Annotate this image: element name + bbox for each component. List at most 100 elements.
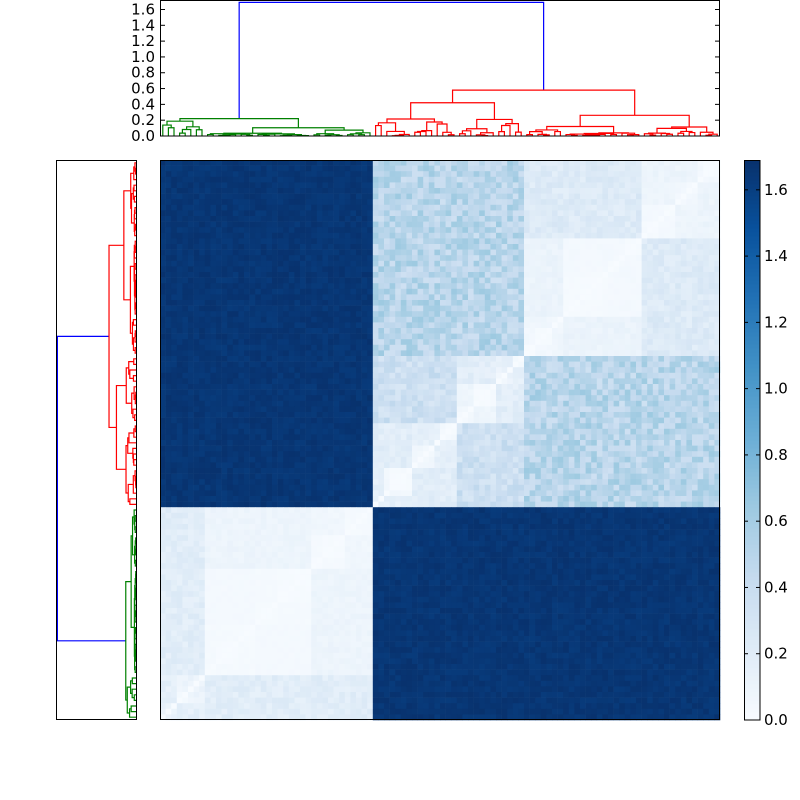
heatmap-cell (260, 227, 267, 234)
heatmap-cell (591, 266, 598, 273)
heatmap-cell (367, 294, 374, 301)
heatmap-cell (171, 344, 178, 351)
heatmap-cell (658, 333, 665, 340)
heatmap-cell (193, 199, 200, 206)
heatmap-cell (322, 216, 329, 222)
heatmap-cell (266, 266, 273, 273)
heatmap-cell (333, 165, 340, 172)
heatmap-cell (708, 266, 715, 273)
heatmap-cell (596, 361, 603, 368)
heatmap-cell (563, 378, 570, 385)
heatmap-cell (210, 188, 217, 194)
heatmap-cell (188, 260, 194, 267)
heatmap-cell (585, 288, 592, 295)
heatmap-cell (680, 311, 687, 318)
heatmap-cell (456, 260, 463, 267)
heatmap-cell (708, 199, 715, 206)
heatmap-cell (417, 395, 424, 402)
dendrogram-link (410, 102, 496, 120)
heatmap-cell (160, 176, 166, 183)
heatmap-cell (540, 311, 547, 318)
heatmap-cell (171, 378, 178, 385)
heatmap-cell (686, 160, 693, 166)
heatmap-cell (708, 305, 715, 312)
heatmap-cell (328, 193, 334, 200)
heatmap-cell (423, 165, 430, 172)
heatmap-cell (361, 339, 368, 346)
heatmap-cell (423, 272, 430, 278)
heatmap-cell (456, 400, 463, 407)
heatmap-cell (507, 227, 514, 234)
heatmap-cell (563, 339, 570, 346)
heatmap-cell (529, 311, 536, 318)
heatmap-cell (546, 367, 553, 374)
heatmap-cell (260, 316, 267, 323)
heatmap-cell (608, 311, 614, 318)
heatmap-cell (479, 160, 486, 166)
heatmap-cell (580, 356, 586, 362)
heatmap-cell (574, 221, 581, 228)
heatmap-cell (440, 227, 446, 234)
heatmap-cell (406, 350, 413, 357)
heatmap-cell (591, 221, 598, 228)
heatmap-cell (339, 232, 346, 239)
heatmap-cell (412, 182, 418, 189)
heatmap-cell (322, 288, 329, 295)
heatmap-cell (624, 255, 631, 262)
heatmap-cell (630, 417, 637, 424)
heatmap-cell (546, 266, 553, 273)
heatmap-cell (591, 300, 598, 306)
heatmap-cell (580, 412, 586, 418)
heatmap-cell (294, 210, 301, 217)
heatmap-cell (591, 165, 598, 172)
heatmap-cell (210, 406, 217, 413)
heatmap-cell (434, 204, 441, 211)
heatmap-cell (647, 389, 654, 396)
heatmap-cell (490, 350, 497, 357)
heatmap-cell (546, 356, 553, 362)
heatmap-cell (630, 283, 637, 290)
heatmap-cell (305, 412, 312, 418)
heatmap-cell (272, 255, 278, 262)
heatmap-cell (244, 277, 250, 284)
heatmap-cell (216, 305, 222, 312)
heatmap-cell (596, 344, 603, 351)
heatmap-cell (658, 238, 665, 245)
heatmap-cell (339, 160, 346, 166)
heatmap-cell (596, 249, 603, 256)
heatmap-cell (479, 176, 486, 183)
heatmap-cell (244, 367, 250, 374)
heatmap-cell (288, 311, 295, 318)
heatmap-cell (188, 389, 194, 396)
heatmap-cell (294, 378, 301, 385)
heatmap-cell (333, 356, 340, 362)
heatmap-cell (204, 288, 211, 295)
heatmap-cell (524, 188, 530, 194)
heatmap-cell (288, 266, 295, 273)
heatmap-cell (232, 288, 239, 295)
heatmap-cell (378, 255, 385, 262)
heatmap-cell (630, 199, 637, 206)
heatmap-cell (596, 406, 603, 413)
heatmap-cell (176, 272, 183, 278)
heatmap-cell (395, 199, 402, 206)
heatmap-cell (266, 288, 273, 295)
heatmap-cell (468, 176, 474, 183)
heatmap-cell (596, 238, 603, 245)
heatmap-cell (238, 221, 245, 228)
heatmap-cell (529, 400, 536, 407)
heatmap-cell (412, 266, 418, 273)
heatmap-cell (384, 316, 390, 323)
heatmap-cell (602, 171, 609, 178)
heatmap-cell (221, 361, 228, 368)
heatmap-cell (384, 266, 390, 273)
heatmap-cell (462, 300, 469, 306)
dendrogram-link (181, 128, 192, 136)
heatmap-cell (585, 356, 592, 362)
heatmap-cell (518, 165, 525, 172)
heatmap-cell (490, 182, 497, 189)
heatmap-cell (423, 160, 430, 166)
heatmap-cell (221, 311, 228, 318)
heatmap-cell (255, 356, 262, 362)
heatmap-cell (165, 333, 172, 340)
